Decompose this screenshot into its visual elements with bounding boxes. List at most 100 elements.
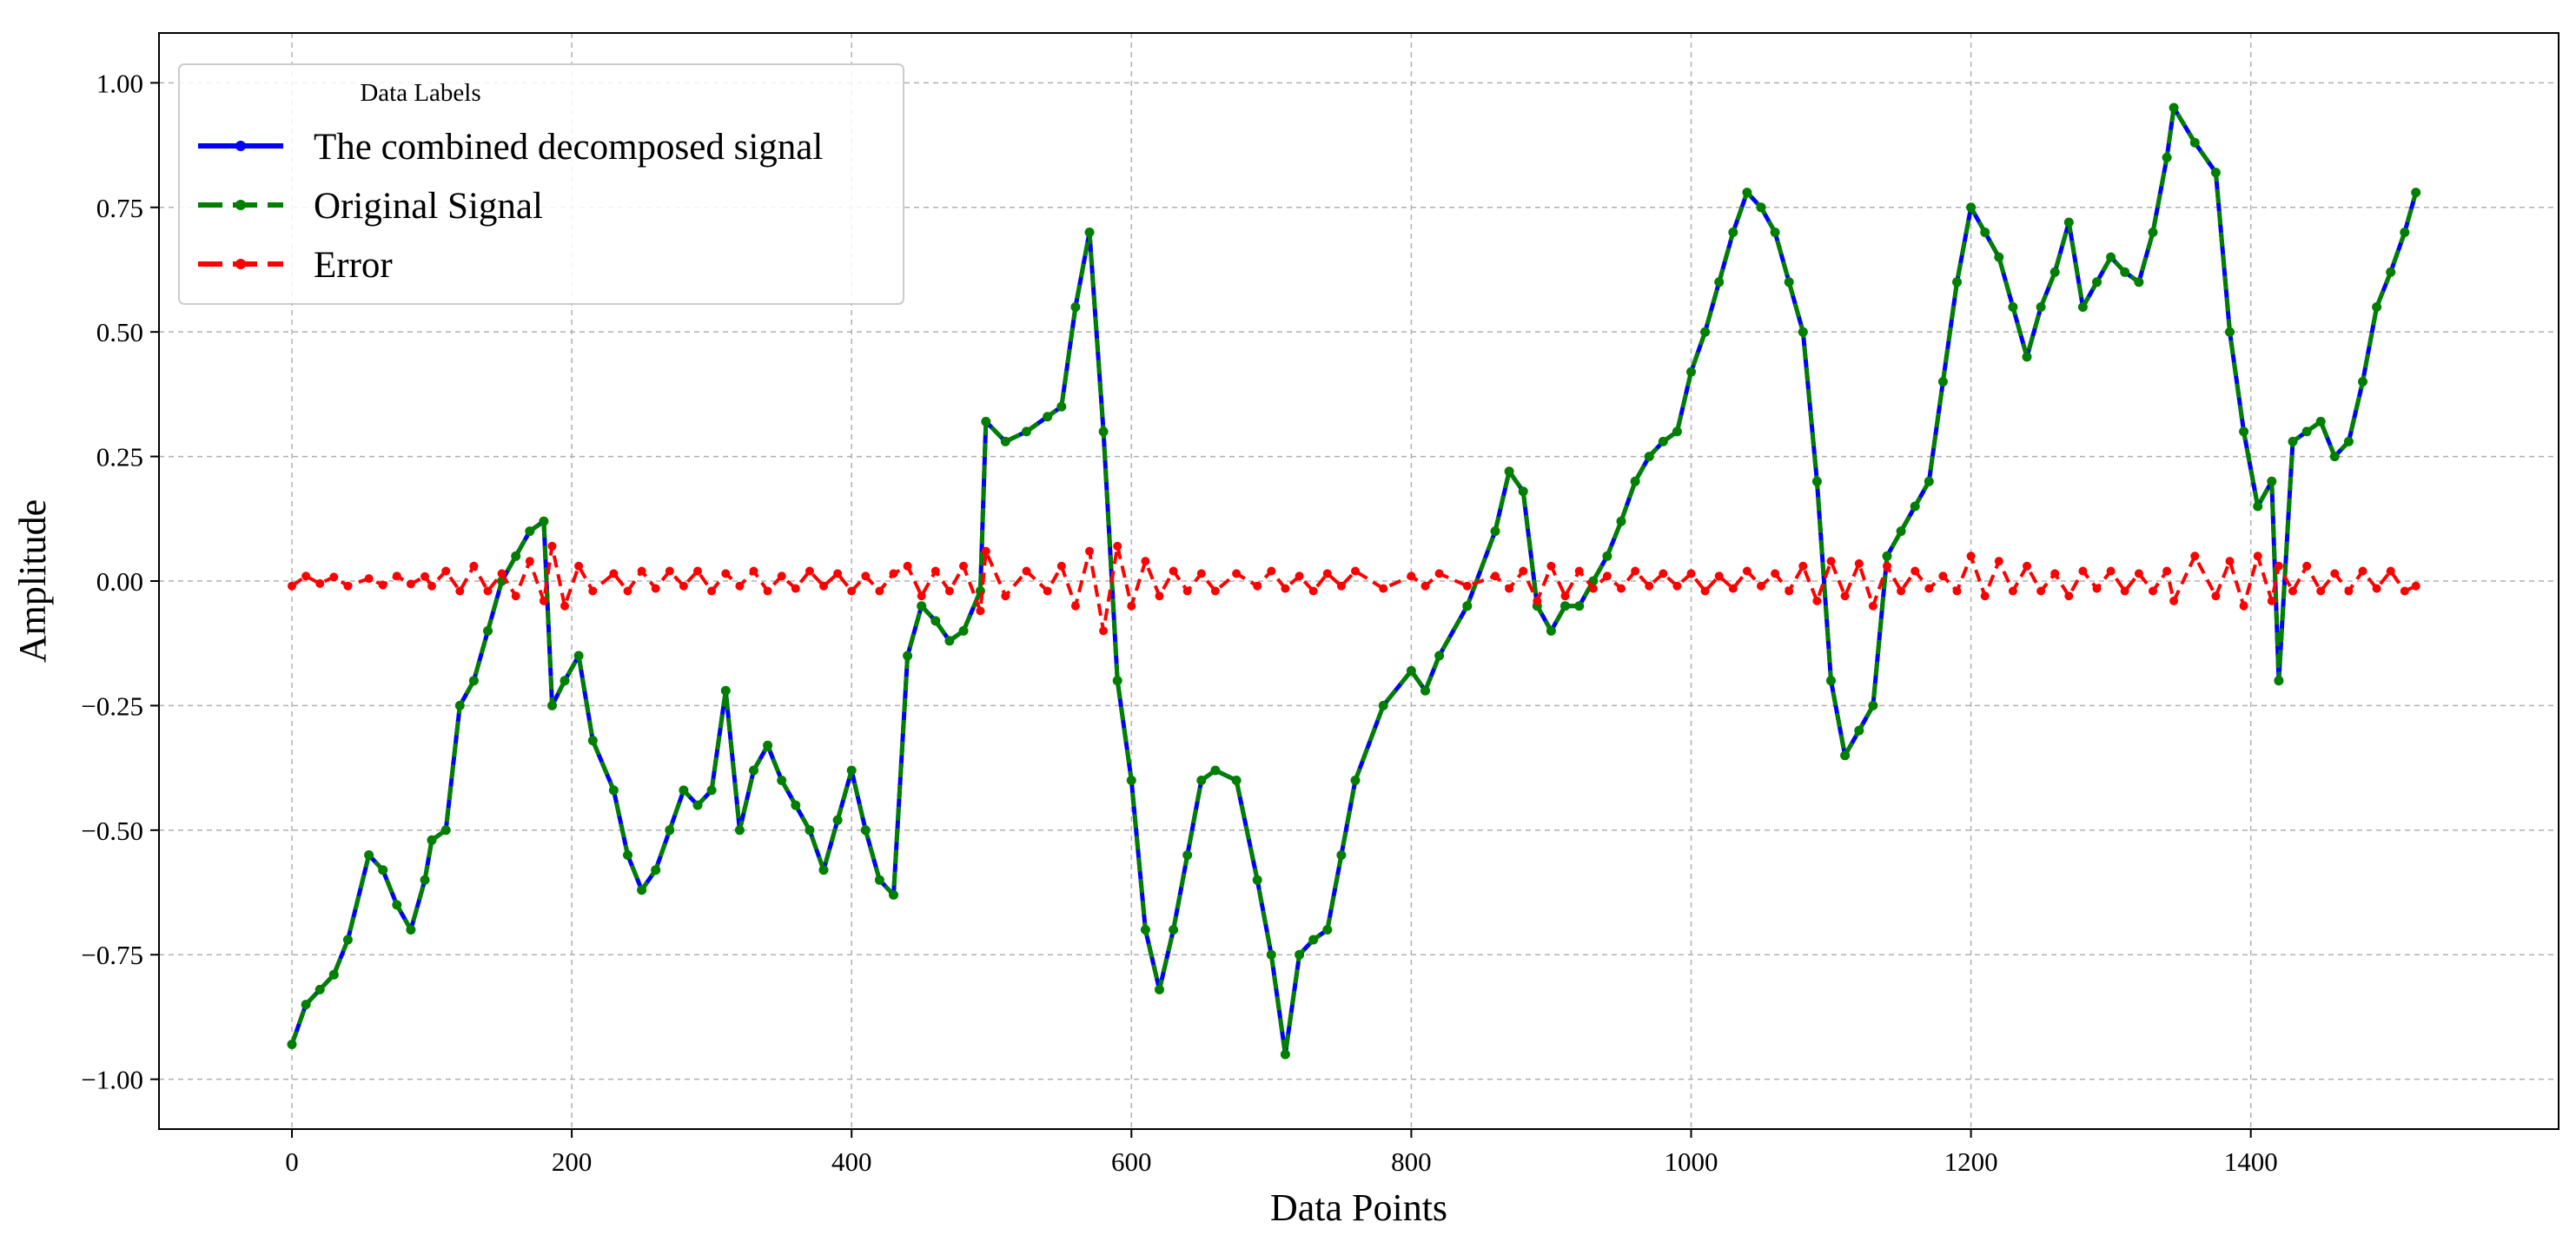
error-point <box>707 586 717 596</box>
error-point <box>2288 586 2297 596</box>
error-point <box>1232 569 1242 578</box>
original-signal-point <box>1924 476 1934 486</box>
y-tick-label: 0.75 <box>96 193 143 223</box>
original-signal-point <box>1126 776 1136 785</box>
original-signal-point <box>573 651 584 661</box>
error-point <box>2267 596 2276 605</box>
error-point <box>497 569 507 578</box>
y-tick-label: −0.25 <box>81 690 143 721</box>
original-signal-point <box>1630 476 1640 486</box>
original-signal-point <box>1098 426 1109 437</box>
error-point <box>623 586 632 596</box>
original-signal-point <box>315 984 325 994</box>
legend-label-error: Error <box>314 245 393 286</box>
error-point <box>1155 591 1164 601</box>
error-point <box>833 569 843 578</box>
error-point <box>315 578 325 588</box>
original-signal-point <box>1560 601 1570 611</box>
y-tick-label: −0.50 <box>81 816 143 846</box>
original-signal-point <box>427 835 437 845</box>
original-signal-point <box>2400 228 2410 237</box>
original-signal-point <box>874 875 884 885</box>
original-signal-point <box>547 700 557 710</box>
error-point <box>343 581 353 591</box>
original-signal-point <box>454 700 465 710</box>
error-point <box>441 566 451 576</box>
original-signal-point <box>2372 302 2382 312</box>
original-signal-point <box>903 651 913 661</box>
original-signal-point <box>1616 516 1626 526</box>
error-point <box>1519 566 1528 576</box>
error-point <box>1267 566 1276 576</box>
original-signal-point <box>889 889 898 900</box>
original-signal-point <box>406 925 416 935</box>
error-point <box>392 571 401 581</box>
x-tick-label: 200 <box>552 1146 593 1177</box>
original-signal-point <box>1742 188 1752 198</box>
error-point <box>1169 566 1178 576</box>
original-signal-point <box>1672 426 1682 437</box>
error-point <box>560 601 569 611</box>
original-signal-point <box>1140 925 1150 935</box>
error-point <box>2092 584 2102 593</box>
error-point <box>421 571 429 581</box>
error-point <box>1980 591 1990 601</box>
original-signal-point <box>749 765 758 776</box>
error-point <box>1113 541 1122 551</box>
error-point <box>1210 586 1220 596</box>
error-point <box>2078 566 2088 576</box>
error-point <box>1196 569 1206 578</box>
original-signal-point <box>1700 327 1711 337</box>
error-point <box>2190 552 2200 561</box>
original-signal-point <box>791 800 801 810</box>
error-point <box>1700 586 1710 596</box>
original-signal-point <box>1728 228 1738 237</box>
original-signal-point <box>2225 327 2235 337</box>
y-tick-label: −1.00 <box>81 1065 143 1095</box>
original-signal-point <box>1169 925 1179 935</box>
error-point <box>1022 566 1031 576</box>
error-point <box>1659 569 1668 578</box>
error-point <box>1840 591 1850 601</box>
error-point <box>889 569 898 578</box>
error-point <box>1253 581 1262 591</box>
original-signal-point <box>1882 551 1892 561</box>
original-signal-point <box>1280 1049 1290 1060</box>
error-point <box>1826 557 1836 566</box>
error-point <box>651 584 660 593</box>
error-point <box>1686 569 1696 578</box>
original-signal-point <box>1266 949 1276 960</box>
original-signal-point <box>2077 302 2088 312</box>
original-signal-point <box>832 815 843 825</box>
x-tick-label: 600 <box>1111 1146 1152 1177</box>
error-point <box>2386 566 2395 576</box>
error-point <box>930 566 940 576</box>
original-signal-point <box>1420 685 1430 696</box>
error-point <box>2064 591 2074 601</box>
error-point <box>903 561 912 571</box>
error-point <box>1099 626 1109 636</box>
ticks-layer: 0 200 400 600 800 1000 1200 1400 1.00 0.75 0.50 0.2… <box>81 68 2277 1177</box>
original-signal-point <box>2050 267 2060 277</box>
original-signal-point <box>1756 202 1766 213</box>
original-signal-point <box>1840 750 1851 761</box>
error-point <box>1141 557 1150 566</box>
y-tick-label: 0.50 <box>96 317 143 347</box>
error-point <box>981 546 990 556</box>
original-signal-point <box>2411 188 2421 198</box>
original-signal-point <box>2315 416 2326 426</box>
error-point <box>1533 596 1542 605</box>
original-signal-point <box>1574 601 1585 611</box>
error-point <box>959 561 968 571</box>
error-point <box>2302 561 2312 571</box>
original-signal-point <box>608 785 619 796</box>
original-signal-point <box>1896 526 1906 537</box>
error-point <box>2149 586 2157 596</box>
original-signal-point <box>1937 377 1948 386</box>
error-point <box>1714 571 1724 581</box>
original-signal-point <box>1714 277 1725 287</box>
error-point <box>469 561 479 571</box>
error-point <box>378 580 387 590</box>
error-point <box>735 581 745 591</box>
